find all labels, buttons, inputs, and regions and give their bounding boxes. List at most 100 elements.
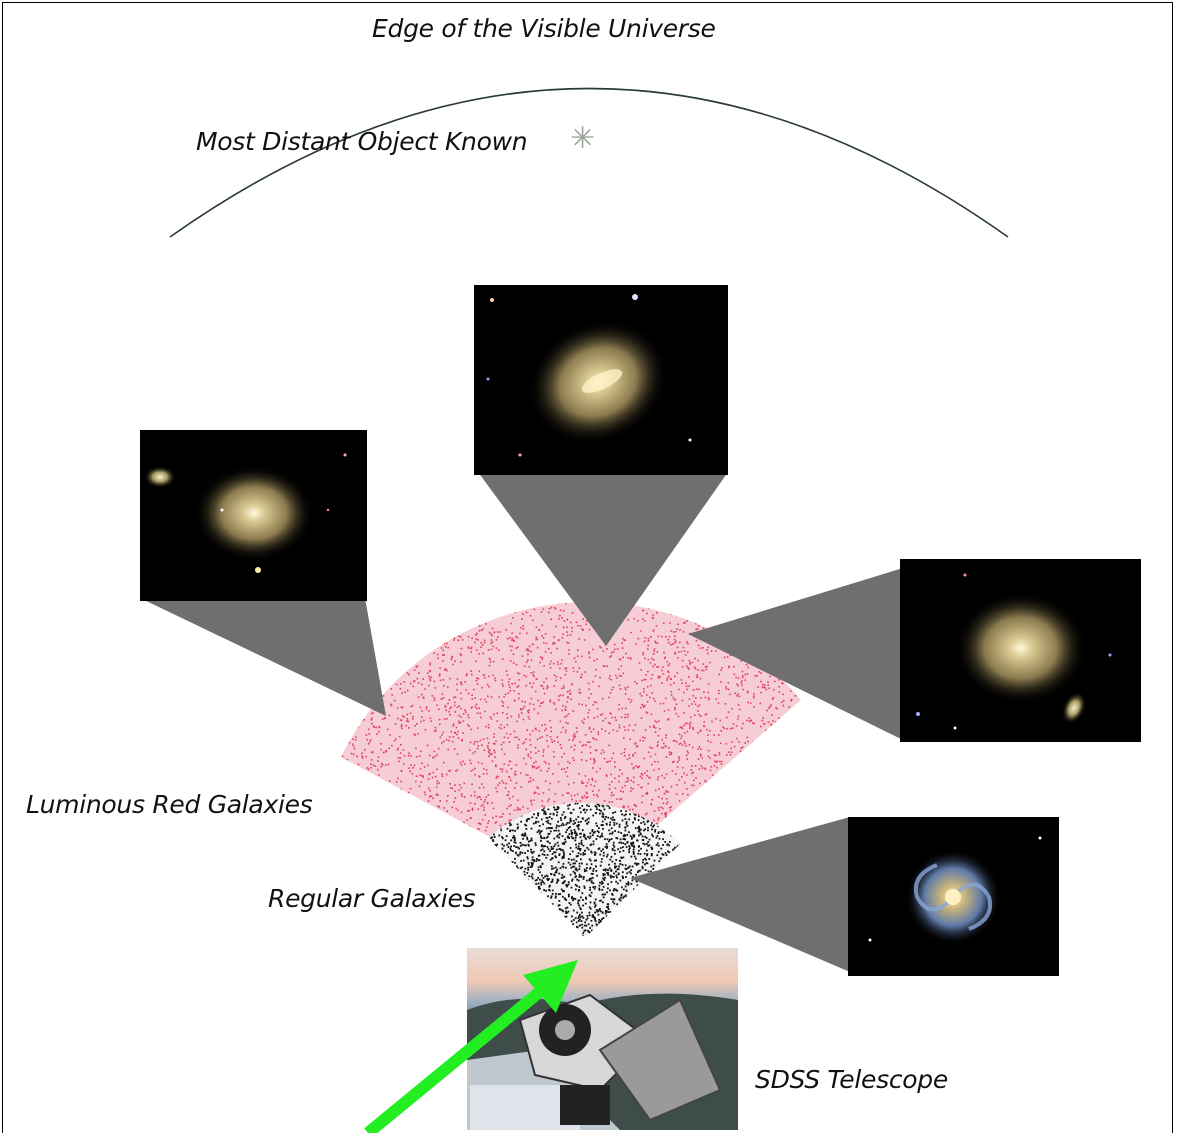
survey-point	[792, 768, 794, 771]
survey-point	[717, 797, 719, 799]
survey-point	[548, 647, 550, 650]
survey-point	[807, 765, 809, 767]
survey-point	[582, 809, 585, 812]
survey-point	[741, 727, 743, 730]
survey-point	[516, 853, 519, 856]
survey-point	[304, 777, 306, 779]
survey-point	[485, 846, 487, 848]
survey-point	[783, 725, 785, 727]
survey-point	[490, 642, 492, 645]
survey-point	[677, 715, 680, 718]
survey-point	[589, 752, 592, 754]
survey-point	[541, 624, 544, 627]
survey-point	[537, 582, 539, 584]
survey-point	[537, 587, 539, 589]
survey-point	[677, 849, 679, 852]
survey-point	[498, 726, 501, 729]
survey-point	[524, 823, 526, 826]
survey-point	[568, 833, 571, 835]
survey-point	[675, 703, 678, 705]
survey-point	[854, 760, 856, 762]
survey-point	[288, 775, 290, 777]
survey-point	[633, 835, 635, 838]
survey-point	[356, 783, 359, 786]
survey-point	[727, 616, 730, 619]
survey-point	[698, 827, 700, 830]
survey-point	[637, 845, 640, 848]
survey-point	[774, 756, 776, 758]
survey-point	[742, 722, 744, 725]
survey-point	[539, 705, 541, 707]
survey-point	[621, 813, 623, 816]
survey-point	[610, 827, 613, 830]
survey-point	[552, 773, 554, 775]
survey-point	[672, 817, 675, 820]
survey-point	[584, 902, 587, 905]
survey-point	[611, 894, 614, 896]
survey-point	[530, 837, 533, 840]
survey-point	[507, 764, 510, 766]
survey-point	[447, 602, 449, 604]
survey-point	[471, 698, 474, 700]
survey-point	[369, 740, 371, 743]
survey-point	[609, 760, 611, 762]
survey-point	[542, 823, 544, 826]
survey-point	[527, 866, 529, 869]
survey-point	[797, 728, 800, 731]
survey-point	[458, 784, 461, 786]
survey-point	[733, 798, 736, 800]
survey-point	[660, 831, 663, 834]
survey-point	[749, 702, 752, 705]
survey-point	[778, 679, 780, 681]
survey-point	[475, 634, 477, 636]
survey-point	[711, 720, 713, 723]
survey-point	[391, 694, 393, 696]
survey-point	[557, 741, 559, 744]
survey-point	[563, 768, 565, 770]
survey-point	[507, 791, 510, 793]
survey-point	[502, 604, 504, 606]
survey-point	[539, 887, 541, 890]
survey-point	[358, 782, 361, 785]
survey-point	[727, 810, 729, 812]
survey-point	[588, 651, 590, 653]
survey-point	[598, 918, 601, 921]
survey-point	[572, 837, 575, 840]
survey-point	[337, 786, 339, 788]
survey-point	[569, 826, 571, 828]
survey-point	[312, 729, 314, 731]
survey-point	[630, 837, 633, 840]
survey-point	[635, 765, 637, 767]
survey-point	[699, 677, 702, 680]
survey-point	[536, 678, 538, 680]
survey-point	[593, 659, 596, 662]
survey-point	[503, 844, 505, 847]
survey-point	[667, 599, 669, 601]
survey-point	[810, 771, 812, 773]
survey-point	[815, 700, 817, 702]
survey-point	[334, 759, 336, 761]
survey-point	[371, 717, 373, 720]
survey-point	[516, 865, 518, 868]
survey-point	[610, 817, 612, 820]
universe-edge-arc	[169, 87, 1009, 238]
survey-point	[467, 646, 470, 648]
survey-point	[665, 745, 667, 748]
survey-point	[739, 750, 742, 753]
survey-point	[592, 840, 595, 843]
survey-point	[620, 893, 623, 896]
survey-point	[470, 762, 472, 765]
survey-point	[729, 803, 732, 805]
survey-point	[698, 594, 700, 596]
survey-point	[531, 865, 533, 868]
survey-point	[530, 751, 532, 753]
survey-point	[471, 637, 473, 639]
survey-point	[581, 923, 583, 926]
survey-point	[749, 720, 752, 723]
survey-point	[506, 724, 509, 726]
survey-point	[636, 839, 639, 842]
survey-point	[561, 842, 564, 845]
survey-point	[384, 793, 386, 795]
survey-point	[750, 719, 753, 722]
survey-point	[703, 725, 706, 728]
